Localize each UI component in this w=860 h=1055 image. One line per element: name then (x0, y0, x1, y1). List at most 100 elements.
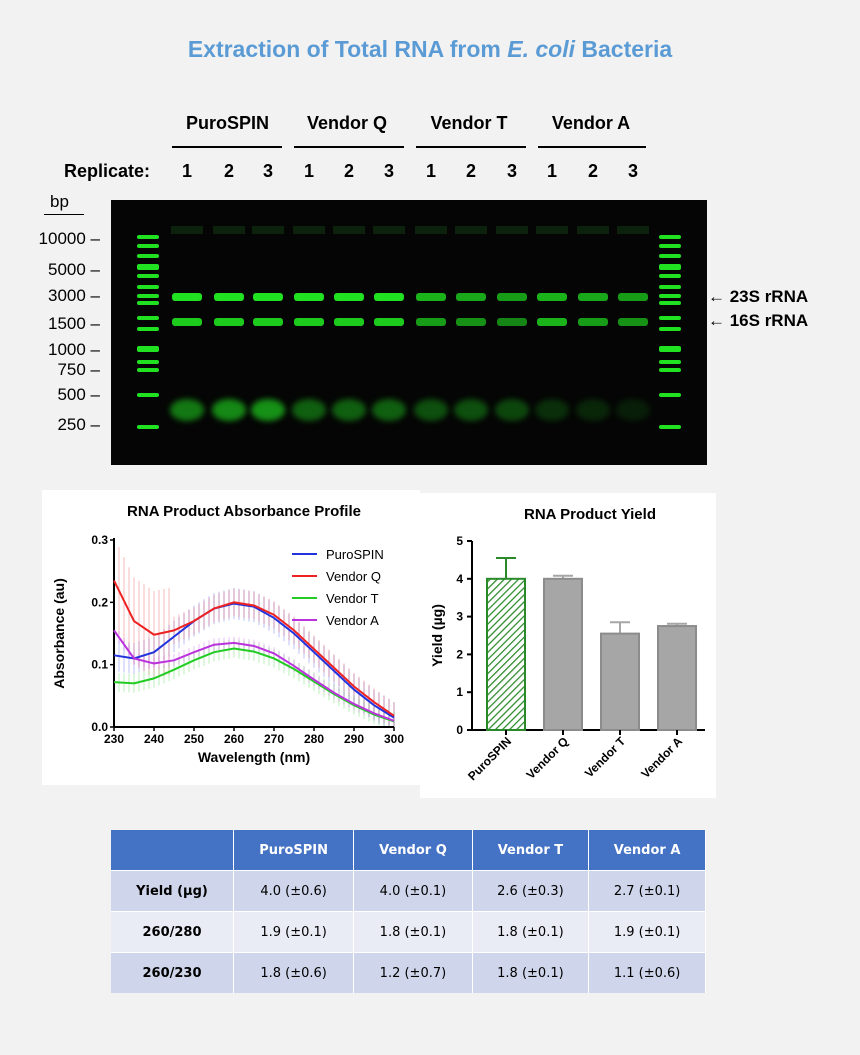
well (293, 226, 325, 234)
x-tick-label: Vendor A (638, 734, 685, 781)
ladder-band (659, 274, 681, 278)
replicate-number: 1 (181, 161, 192, 181)
y-tick-label: 5 (456, 534, 463, 548)
table-cell: 1.9 (±0.1) (588, 911, 706, 953)
ladder-band (659, 301, 681, 305)
well (213, 226, 245, 234)
band-low (251, 399, 285, 421)
band-16s (294, 318, 324, 326)
y-tick-label: 0.1 (91, 658, 108, 672)
band-23s (214, 293, 244, 301)
ladder-band (137, 285, 159, 289)
x-tick-label: 240 (144, 732, 164, 746)
x-tick-label: 300 (384, 732, 404, 746)
table-cell: 1.1 (±0.6) (588, 952, 706, 993)
table-cell: 2.6 (±0.3) (472, 870, 590, 912)
band-23s (172, 293, 202, 301)
chart-title: RNA Product Yield (524, 506, 656, 523)
ladder-band (137, 425, 159, 429)
replicate-number: 2 (223, 161, 234, 181)
ladder-band (137, 368, 159, 372)
replicate-number: 1 (425, 161, 436, 181)
band-low (535, 399, 569, 421)
table-cell: 4.0 (±0.6) (233, 870, 355, 912)
series-line (113, 629, 395, 722)
band-low (212, 399, 246, 421)
y-tick-label: 1 (456, 685, 463, 699)
well (577, 226, 609, 234)
ladder-band (137, 346, 159, 352)
table-cell: 2.7 (±0.1) (588, 870, 706, 912)
gel-vendor-label: Vendor T (430, 113, 508, 133)
y-axis-label: Yield (µg) (429, 604, 445, 667)
y-tick-label: 3 (456, 610, 463, 624)
table-header-cell (111, 830, 234, 871)
legend-label: Vendor T (326, 591, 379, 606)
band-16s (334, 318, 364, 326)
x-tick-label: 290 (344, 732, 364, 746)
ladder-band (137, 316, 159, 320)
well (373, 226, 405, 234)
ladder-band (659, 346, 681, 352)
band-23s (456, 293, 486, 301)
replicate-number: 3 (627, 161, 638, 181)
table-cell: 1.8 (±0.1) (472, 952, 590, 993)
vendor-underline (416, 146, 526, 148)
ladder-band (137, 264, 159, 270)
ladder-band (659, 294, 681, 298)
yield-chart: RNA Product Yield 0 1 2 3 4 5 Yield (µg) PuroSPI… (429, 506, 705, 783)
band-low (495, 399, 529, 421)
table-cell: 1.2 (±0.7) (353, 952, 473, 993)
band-label-23s: ← 23S rRNA (708, 287, 809, 306)
band-23s (497, 293, 527, 301)
band-23s (374, 293, 404, 301)
band-23s (334, 293, 364, 301)
x-tick-label: PuroSPIN (465, 734, 514, 783)
table-row: 260/230 1.8 (±0.6) 1.2 (±0.7) 1.8 (±0.1)… (111, 952, 706, 993)
ladder-band (659, 425, 681, 429)
band-16s (172, 318, 202, 326)
row-header-cell: Yield (µg) (111, 870, 234, 912)
vendor-underline (172, 146, 282, 148)
well (496, 226, 528, 234)
gel-vendor-label: Vendor A (551, 113, 631, 133)
band-16s (214, 318, 244, 326)
band-23s (416, 293, 446, 301)
series-line (113, 647, 395, 723)
ladder-band (659, 235, 681, 239)
table-cell: 1.8 (±0.1) (353, 911, 473, 953)
well (171, 226, 203, 234)
x-axis-label: Wavelength (nm) (198, 749, 310, 765)
x-tick-label: 280 (304, 732, 324, 746)
replicate-label: Replicate: (64, 161, 151, 181)
band-low (414, 399, 448, 421)
band-low (616, 399, 650, 421)
absorbance-chart: RNA Product Absorbance Profile 230 240 250 2… (51, 503, 404, 765)
row-header-cell: 260/280 (111, 911, 234, 953)
series-line (113, 580, 395, 717)
well (252, 226, 284, 234)
bp-ladder-label: 750 – (57, 360, 100, 379)
band-23s (618, 293, 648, 301)
ladder-band (659, 244, 681, 248)
bp-ladder-label: 3000 – (48, 286, 100, 305)
ladder-band (659, 368, 681, 372)
y-tick-label: 0.2 (91, 595, 108, 609)
band-low (332, 399, 366, 421)
well (333, 226, 365, 234)
replicate-number: 3 (506, 161, 517, 181)
ladder-band (659, 360, 681, 364)
band-16s (537, 318, 567, 326)
well (617, 226, 649, 234)
table-row: 260/280 1.9 (±0.1) 1.8 (±0.1) 1.8 (±0.1)… (111, 911, 706, 953)
vendor-underline (538, 146, 646, 148)
y-tick-label: 0 (456, 723, 463, 737)
ladder-band (137, 360, 159, 364)
band-low (170, 399, 204, 421)
bp-ladder-label: 250 – (57, 415, 100, 434)
band-16s (253, 318, 283, 326)
bp-ladder-label: 1500 – (48, 314, 100, 333)
replicate-number: 3 (383, 161, 394, 181)
row-header-cell: 260/230 (111, 952, 234, 993)
table-row: Yield (µg) 4.0 (±0.6) 4.0 (±0.1) 2.6 (±0… (111, 870, 706, 912)
